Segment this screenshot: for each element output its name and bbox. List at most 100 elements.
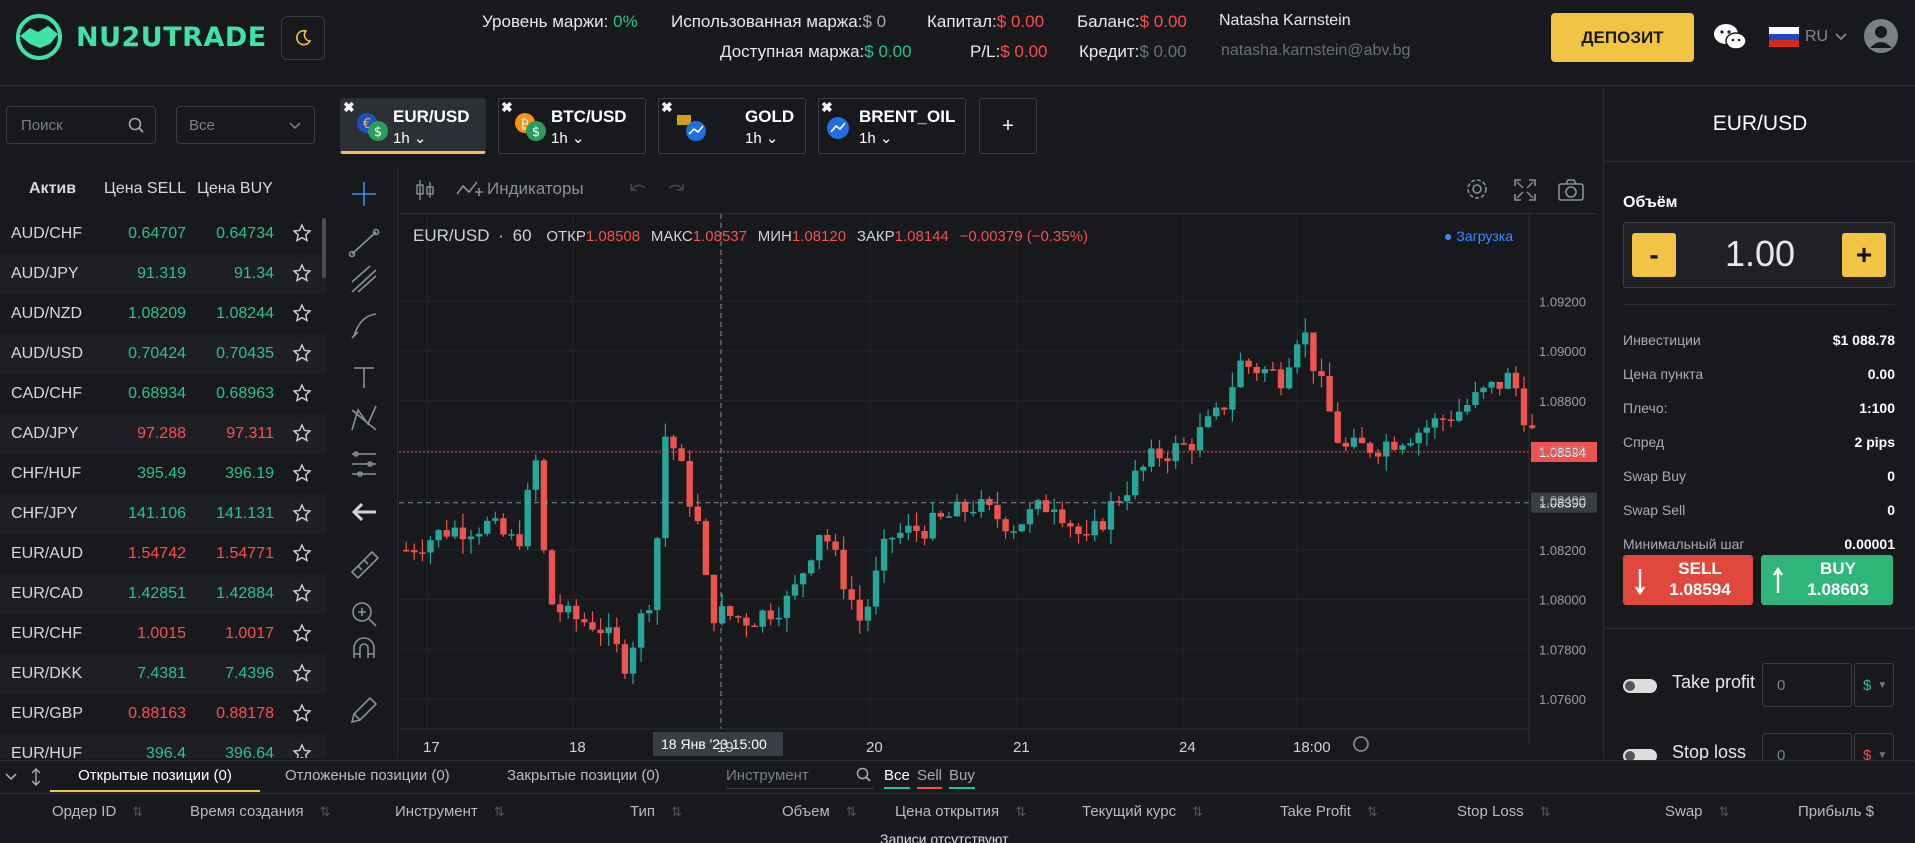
asset-row[interactable]: EUR/CHF 1.0015 1.0017 bbox=[0, 614, 326, 654]
volume-increase-button[interactable]: + bbox=[1842, 233, 1886, 277]
positions-col-header[interactable]: Объем ⇅ bbox=[782, 803, 857, 820]
sell-button[interactable]: SELL 1.08594 bbox=[1623, 555, 1753, 605]
crosshair-icon[interactable] bbox=[352, 182, 376, 206]
filter-sell[interactable]: Sell bbox=[917, 767, 943, 789]
asset-row[interactable]: EUR/HUF 396.4 396.64 bbox=[0, 734, 326, 758]
favorite-star-icon[interactable] bbox=[292, 223, 312, 243]
language-selector[interactable]: RU bbox=[1769, 27, 1848, 47]
asset-row[interactable]: AUD/USD 0.70424 0.70435 bbox=[0, 334, 326, 374]
tab-brent-oil[interactable]: ✖ BRENT_OIL 1h ⌄ bbox=[818, 98, 966, 154]
tab-closed-positions[interactable]: Закрытые позиции (0) bbox=[507, 767, 660, 784]
collapse-chevron-icon[interactable] bbox=[4, 771, 18, 783]
resize-handle-icon[interactable] bbox=[30, 767, 42, 787]
positions-col-header[interactable]: Stop Loss ⇅ bbox=[1457, 803, 1551, 820]
close-tab-icon[interactable]: ✖ bbox=[821, 99, 833, 115]
favorite-star-icon[interactable] bbox=[292, 703, 312, 723]
text-icon[interactable] bbox=[354, 367, 374, 388]
favorite-star-icon[interactable] bbox=[292, 463, 312, 483]
add-tab-button[interactable]: + bbox=[979, 98, 1037, 154]
close-tab-icon[interactable]: ✖ bbox=[661, 99, 673, 115]
asset-row[interactable]: EUR/AUD 1.54742 1.54771 bbox=[0, 534, 326, 574]
favorite-star-icon[interactable] bbox=[292, 743, 312, 758]
filter-all[interactable]: Все bbox=[884, 767, 910, 789]
asset-list-scrollbar[interactable] bbox=[322, 218, 326, 278]
positions-col-header[interactable]: Swap ⇅ bbox=[1665, 803, 1730, 820]
asset-row[interactable]: AUD/NZD 1.08209 1.08244 bbox=[0, 294, 326, 334]
asset-row[interactable]: EUR/DKK 7.4381 7.4396 bbox=[0, 654, 326, 694]
favorite-star-icon[interactable] bbox=[292, 303, 312, 323]
lock-drawing-icon[interactable] bbox=[350, 696, 378, 724]
prediction-icon[interactable] bbox=[352, 451, 376, 477]
tab-pending-positions[interactable]: Отложеные позиции (0) bbox=[285, 767, 450, 784]
asset-row[interactable]: AUD/JPY 91.319 91.34 bbox=[0, 254, 326, 294]
favorite-star-icon[interactable] bbox=[292, 503, 312, 523]
favorite-star-icon[interactable] bbox=[292, 423, 312, 443]
take-profit-input[interactable]: 0 bbox=[1762, 663, 1852, 707]
tab-timeframe[interactable]: 1h ⌄ bbox=[551, 130, 585, 147]
undo-redo-icons[interactable] bbox=[627, 180, 687, 200]
positions-col-header[interactable]: Инструмент ⇅ bbox=[395, 803, 505, 820]
favorite-star-icon[interactable] bbox=[292, 583, 312, 603]
favorite-star-icon[interactable] bbox=[292, 383, 312, 403]
tab-btc-usd[interactable]: ✖ ₿ $ BTC/USD 1h ⌄ bbox=[498, 98, 646, 154]
favorite-star-icon[interactable] bbox=[292, 663, 312, 683]
positions-col-header[interactable]: Ордер ID ⇅ bbox=[52, 803, 144, 820]
price-chart[interactable]: 1.08594 1.08390 18 Янв '23 15:00 1.09200 1.… bbox=[399, 214, 1597, 758]
favorite-star-icon[interactable] bbox=[292, 623, 312, 643]
take-profit-toggle[interactable] bbox=[1623, 679, 1657, 693]
favorite-star-icon[interactable] bbox=[292, 343, 312, 363]
zoom-in-icon[interactable] bbox=[352, 602, 377, 627]
indicators-button[interactable]: Индикаторы bbox=[455, 179, 584, 199]
positions-col-header[interactable]: Время создания ⇅ bbox=[190, 803, 331, 820]
volume-decrease-button[interactable]: - bbox=[1632, 233, 1676, 277]
settings-gear-icon[interactable] bbox=[1465, 176, 1489, 202]
ruler-icon[interactable] bbox=[350, 550, 380, 580]
favorite-star-icon[interactable] bbox=[292, 263, 312, 283]
tab-gold[interactable]: ✖ GOLD 1h ⌄ bbox=[658, 98, 806, 154]
volume-value[interactable]: 1.00 bbox=[1724, 233, 1796, 274]
candle-body bbox=[1245, 360, 1252, 367]
close-tab-icon[interactable]: ✖ bbox=[343, 99, 355, 115]
fib-icon[interactable] bbox=[351, 265, 377, 293]
magnet-icon[interactable] bbox=[353, 637, 375, 658]
favorite-star-icon[interactable] bbox=[292, 543, 312, 563]
buy-button[interactable]: BUY 1.08603 bbox=[1761, 555, 1893, 605]
logo[interactable]: NU2UTRADE bbox=[8, 14, 267, 60]
user-avatar-icon[interactable] bbox=[1863, 18, 1899, 54]
stop-loss-toggle[interactable] bbox=[1623, 749, 1657, 763]
fullscreen-icon[interactable] bbox=[1513, 178, 1537, 202]
filter-buy[interactable]: Buy bbox=[949, 767, 975, 789]
instrument-filter-input[interactable]: Инструмент bbox=[726, 767, 874, 789]
asset-search-input[interactable]: Поиск bbox=[6, 106, 156, 144]
trend-line-icon[interactable] bbox=[348, 228, 380, 258]
asset-row[interactable]: CAD/CHF 0.68934 0.68963 bbox=[0, 374, 326, 414]
positions-col-header[interactable]: Тип ⇅ bbox=[630, 803, 682, 820]
asset-row[interactable]: EUR/CAD 1.42851 1.42884 bbox=[0, 574, 326, 614]
tab-timeframe[interactable]: 1h ⌄ bbox=[393, 130, 427, 147]
asset-row[interactable]: CHF/HUF 395.49 396.19 bbox=[0, 454, 326, 494]
asset-row[interactable]: CAD/JPY 97.288 97.311 bbox=[0, 414, 326, 454]
positions-col-header[interactable]: Текущий курс ⇅ bbox=[1082, 803, 1203, 820]
back-arrow-icon[interactable] bbox=[351, 502, 376, 522]
take-profit-currency-select[interactable]: $ ▼ bbox=[1854, 663, 1894, 707]
asset-filter-select[interactable]: Все bbox=[176, 106, 315, 144]
candles-icon[interactable] bbox=[415, 178, 435, 202]
asset-row[interactable]: AUD/CHF 0.64707 0.64734 bbox=[0, 214, 326, 254]
deposit-button[interactable]: ДЕПОЗИТ bbox=[1551, 13, 1694, 62]
asset-row[interactable]: CHF/JPY 141.106 141.131 bbox=[0, 494, 326, 534]
close-tab-icon[interactable]: ✖ bbox=[501, 99, 513, 115]
theme-toggle-button[interactable] bbox=[281, 16, 325, 60]
tab-open-positions[interactable]: Открытые позиции (0) bbox=[50, 767, 260, 792]
tab-timeframe[interactable]: 1h ⌄ bbox=[745, 130, 779, 147]
camera-icon[interactable] bbox=[1557, 178, 1585, 202]
positions-col-header[interactable]: Take Profit ⇅ bbox=[1280, 803, 1378, 820]
tab-eur-usd[interactable]: ✖ € $ EUR/USD 1h ⌄ bbox=[340, 98, 486, 154]
pattern-icon[interactable] bbox=[351, 405, 377, 431]
wechat-icon[interactable] bbox=[1713, 22, 1747, 52]
brush-icon[interactable] bbox=[351, 313, 377, 339]
positions-col-header[interactable]: Прибыль $ bbox=[1798, 803, 1874, 820]
asset-row[interactable]: EUR/GBP 0.88163 0.88178 bbox=[0, 694, 326, 734]
tab-timeframe[interactable]: 1h ⌄ bbox=[859, 130, 893, 147]
positions-col-header[interactable]: Цена открытия ⇅ bbox=[895, 803, 1027, 820]
